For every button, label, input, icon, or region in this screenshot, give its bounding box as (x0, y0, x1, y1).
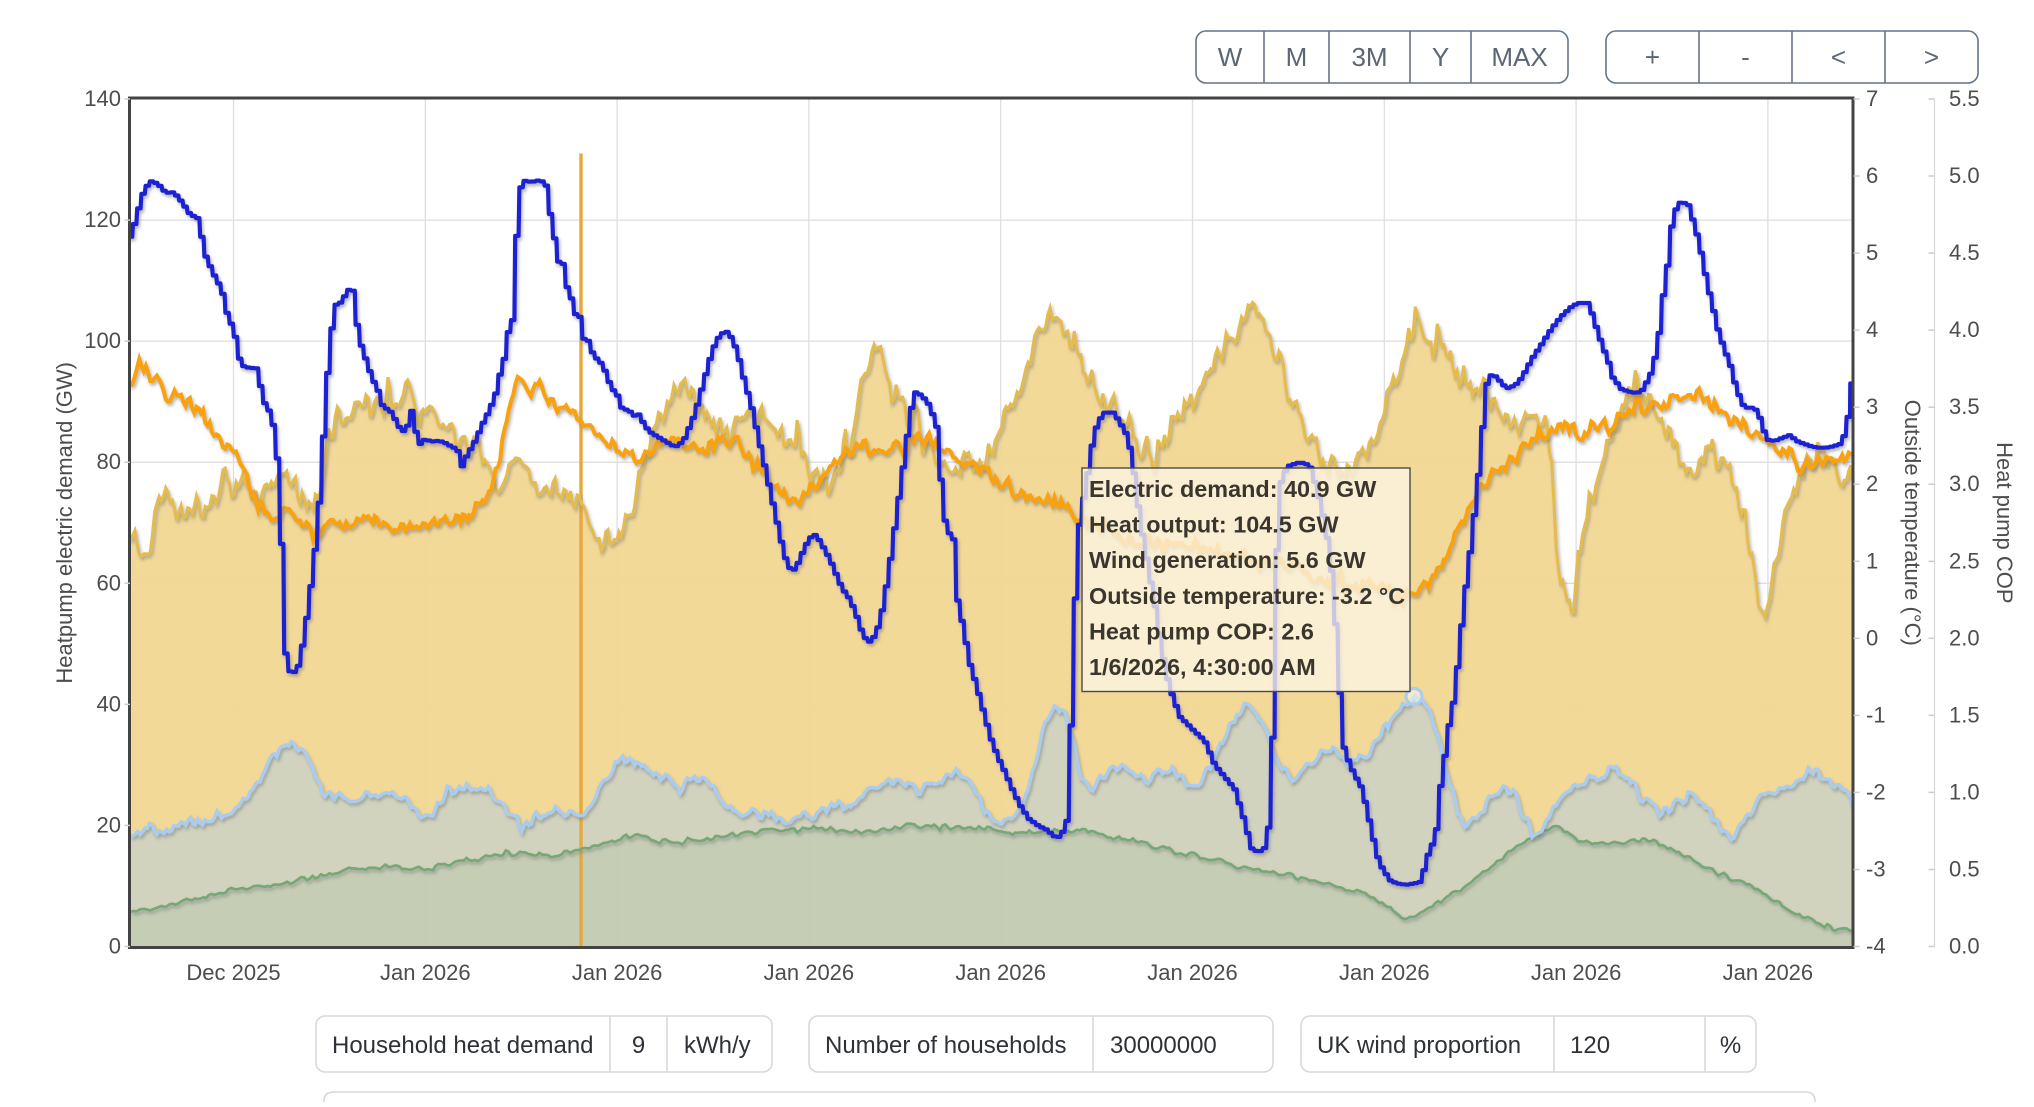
svg-text:1/6/2026, 4:30:00 AM: 1/6/2026, 4:30:00 AM (1089, 654, 1316, 680)
svg-text:0.0: 0.0 (1949, 934, 1980, 959)
svg-text:-3: -3 (1866, 857, 1886, 882)
svg-text:Heat output: 104.5 GW: Heat output: 104.5 GW (1089, 512, 1339, 538)
svg-text:-1: -1 (1866, 702, 1886, 727)
svg-text:Outside temperature (°C): Outside temperature (°C) (1900, 400, 1925, 646)
svg-text:4.5: 4.5 (1949, 240, 1980, 265)
svg-text:Jan 2026: Jan 2026 (380, 960, 471, 985)
svg-text:%: % (1720, 1032, 1741, 1059)
svg-text:40: 40 (97, 691, 121, 716)
svg-text:Jan 2026: Jan 2026 (572, 960, 663, 985)
svg-text:9: 9 (632, 1032, 645, 1059)
svg-text:80: 80 (97, 449, 121, 474)
svg-text:Heat pump COP: Heat pump COP (1992, 442, 2017, 603)
svg-text:2.0: 2.0 (1949, 625, 1980, 650)
svg-text:60: 60 (97, 570, 121, 595)
svg-text:Heat pump COP: 2.6: Heat pump COP: 2.6 (1089, 618, 1314, 644)
svg-text:3: 3 (1866, 394, 1878, 419)
svg-text:Jan 2026: Jan 2026 (1339, 960, 1430, 985)
svg-text:2: 2 (1866, 471, 1878, 496)
svg-text:-4: -4 (1866, 934, 1886, 959)
svg-text:0.5: 0.5 (1949, 857, 1980, 882)
svg-text:30000000: 30000000 (1110, 1032, 1217, 1059)
svg-text:-2: -2 (1866, 779, 1886, 804)
svg-text:2.5: 2.5 (1949, 548, 1980, 573)
svg-text:7: 7 (1866, 86, 1878, 111)
svg-text:M: M (1286, 42, 1308, 72)
svg-text:1.5: 1.5 (1949, 702, 1980, 727)
svg-text:5: 5 (1866, 240, 1878, 265)
svg-text:6: 6 (1866, 163, 1878, 188)
svg-text:Heatpump electric demand (GW): Heatpump electric demand (GW) (52, 362, 77, 684)
svg-text:kWh/y: kWh/y (684, 1032, 751, 1059)
svg-text:1.0: 1.0 (1949, 779, 1980, 804)
svg-text:0: 0 (109, 934, 121, 959)
svg-text:Household heat demand: Household heat demand (332, 1032, 594, 1059)
svg-text:120: 120 (84, 207, 121, 232)
svg-text:1: 1 (1866, 548, 1878, 573)
svg-text:Y: Y (1432, 42, 1449, 72)
svg-text:0: 0 (1866, 625, 1878, 650)
svg-text:Jan 2026: Jan 2026 (764, 960, 855, 985)
svg-text:W: W (1218, 42, 1243, 72)
svg-text:+: + (1645, 42, 1660, 72)
svg-text:-: - (1741, 42, 1750, 72)
svg-text:MAX: MAX (1491, 42, 1547, 72)
svg-text:5.0: 5.0 (1949, 163, 1980, 188)
svg-text:Jan 2026: Jan 2026 (1147, 960, 1238, 985)
svg-text:Electric demand: 40.9 GW: Electric demand: 40.9 GW (1089, 476, 1377, 502)
svg-text:UK wind proportion: UK wind proportion (1317, 1032, 1521, 1059)
svg-text:3M: 3M (1351, 42, 1387, 72)
svg-text:Number of households: Number of households (825, 1032, 1066, 1059)
svg-text:4: 4 (1866, 317, 1878, 342)
svg-text:100: 100 (84, 328, 121, 353)
svg-text:Jan 2026: Jan 2026 (1531, 960, 1622, 985)
svg-text:Jan 2026: Jan 2026 (955, 960, 1046, 985)
svg-text:140: 140 (84, 86, 121, 111)
svg-text:Outside temperature: -3.2 °C: Outside temperature: -3.2 °C (1089, 583, 1405, 609)
svg-text:120: 120 (1570, 1032, 1610, 1059)
svg-text:Wind generation: 5.6 GW: Wind generation: 5.6 GW (1089, 547, 1367, 573)
svg-text:4.0: 4.0 (1949, 317, 1980, 342)
svg-text:<: < (1831, 42, 1846, 72)
svg-text:Dec 2025: Dec 2025 (186, 960, 280, 985)
svg-text:3.0: 3.0 (1949, 471, 1980, 496)
svg-text:>: > (1924, 42, 1939, 72)
svg-text:Jan 2026: Jan 2026 (1723, 960, 1814, 985)
svg-text:3.5: 3.5 (1949, 394, 1980, 419)
svg-text:20: 20 (97, 812, 121, 837)
svg-text:5.5: 5.5 (1949, 86, 1980, 111)
